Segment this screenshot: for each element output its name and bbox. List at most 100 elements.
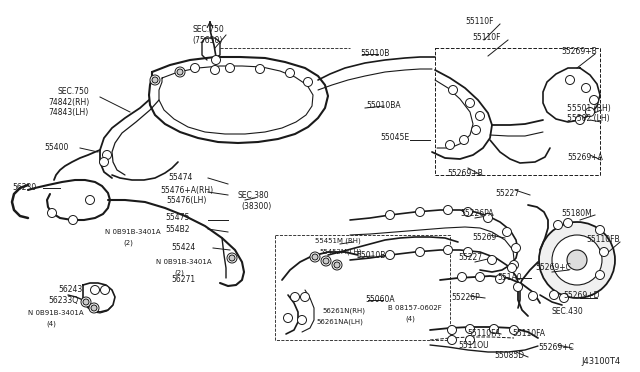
Circle shape: [445, 141, 454, 150]
Circle shape: [447, 336, 456, 344]
Circle shape: [284, 314, 292, 323]
Circle shape: [229, 255, 235, 261]
Text: 55451M (RH): 55451M (RH): [315, 238, 361, 244]
Circle shape: [301, 292, 310, 301]
Text: 55269+B: 55269+B: [447, 169, 483, 177]
Circle shape: [465, 324, 474, 334]
Circle shape: [332, 260, 342, 270]
Text: 55269+A: 55269+A: [567, 154, 603, 163]
Text: 55400: 55400: [44, 144, 68, 153]
Circle shape: [211, 55, 221, 64]
Circle shape: [444, 246, 452, 254]
Circle shape: [465, 336, 474, 344]
Text: B 08157-0602F: B 08157-0602F: [388, 305, 442, 311]
Circle shape: [458, 273, 467, 282]
Text: (4): (4): [46, 321, 56, 327]
Circle shape: [321, 256, 331, 266]
Text: (75650): (75650): [193, 36, 223, 45]
Circle shape: [554, 221, 563, 230]
Circle shape: [575, 115, 584, 125]
Text: 55110F: 55110F: [465, 17, 493, 26]
Circle shape: [285, 68, 294, 77]
Text: 55476+A(RH): 55476+A(RH): [160, 186, 213, 195]
Circle shape: [191, 64, 200, 73]
Circle shape: [550, 291, 559, 299]
Circle shape: [490, 324, 499, 334]
Circle shape: [552, 235, 602, 285]
Circle shape: [102, 151, 111, 160]
Circle shape: [539, 222, 615, 298]
Text: 74843(LH): 74843(LH): [48, 109, 88, 118]
Circle shape: [47, 208, 56, 218]
Circle shape: [291, 292, 300, 301]
Text: 55227: 55227: [458, 253, 482, 263]
Circle shape: [595, 270, 605, 279]
Text: 55227: 55227: [495, 189, 519, 198]
Circle shape: [472, 125, 481, 135]
Circle shape: [509, 260, 518, 269]
Text: SEC.750: SEC.750: [192, 26, 224, 35]
Text: 74842(RH): 74842(RH): [48, 99, 89, 108]
Circle shape: [460, 135, 468, 144]
Text: 55424: 55424: [171, 244, 195, 253]
Circle shape: [563, 218, 573, 228]
Circle shape: [415, 247, 424, 257]
Circle shape: [463, 247, 472, 257]
Circle shape: [513, 282, 522, 292]
Circle shape: [323, 258, 329, 264]
Circle shape: [559, 294, 568, 302]
Text: N 0B91B-3401A: N 0B91B-3401A: [105, 229, 161, 235]
Circle shape: [89, 303, 99, 313]
Circle shape: [68, 215, 77, 224]
Circle shape: [211, 65, 220, 74]
Circle shape: [334, 262, 340, 268]
Circle shape: [99, 157, 109, 167]
Text: 55060A: 55060A: [365, 295, 395, 304]
Text: 55269+D: 55269+D: [563, 292, 600, 301]
Circle shape: [483, 214, 493, 222]
Text: 55010B: 55010B: [360, 48, 389, 58]
Circle shape: [567, 250, 587, 270]
Circle shape: [83, 299, 89, 305]
Text: 55452M(LH): 55452M(LH): [319, 249, 362, 255]
Circle shape: [502, 228, 511, 237]
Circle shape: [529, 292, 538, 301]
Text: 55180M: 55180M: [561, 209, 592, 218]
Text: 5511OU: 5511OU: [458, 341, 488, 350]
Text: 551A0: 551A0: [497, 273, 522, 282]
Text: 55226PA: 55226PA: [460, 209, 493, 218]
Circle shape: [495, 275, 504, 283]
Text: 55045E: 55045E: [380, 134, 409, 142]
Circle shape: [566, 76, 575, 84]
Circle shape: [177, 69, 183, 75]
Text: 55475: 55475: [165, 214, 189, 222]
Circle shape: [91, 305, 97, 311]
Circle shape: [582, 83, 591, 93]
Text: 55269+B: 55269+B: [561, 46, 596, 55]
Circle shape: [227, 253, 237, 263]
Circle shape: [152, 77, 158, 83]
Circle shape: [81, 297, 91, 307]
Text: 55476(LH): 55476(LH): [166, 196, 206, 205]
Text: 56271: 56271: [171, 275, 195, 283]
Text: SEC.430: SEC.430: [551, 308, 583, 317]
Text: 56243: 56243: [58, 285, 83, 295]
Circle shape: [449, 86, 458, 94]
Circle shape: [385, 250, 394, 260]
Circle shape: [415, 208, 424, 217]
Text: 56233Q: 56233Q: [48, 296, 78, 305]
Circle shape: [150, 75, 160, 85]
Circle shape: [312, 254, 318, 260]
Text: 55502 (LH): 55502 (LH): [567, 115, 610, 124]
Text: SEC.380: SEC.380: [238, 190, 269, 199]
Text: 56261NA(LH): 56261NA(LH): [316, 319, 363, 325]
Circle shape: [595, 225, 605, 234]
Circle shape: [385, 211, 394, 219]
Circle shape: [225, 64, 234, 73]
Text: 554B2: 554B2: [165, 224, 189, 234]
Circle shape: [303, 77, 312, 87]
Circle shape: [589, 96, 598, 105]
Circle shape: [310, 252, 320, 262]
Text: J43100T4: J43100T4: [581, 356, 620, 366]
Circle shape: [298, 315, 307, 324]
